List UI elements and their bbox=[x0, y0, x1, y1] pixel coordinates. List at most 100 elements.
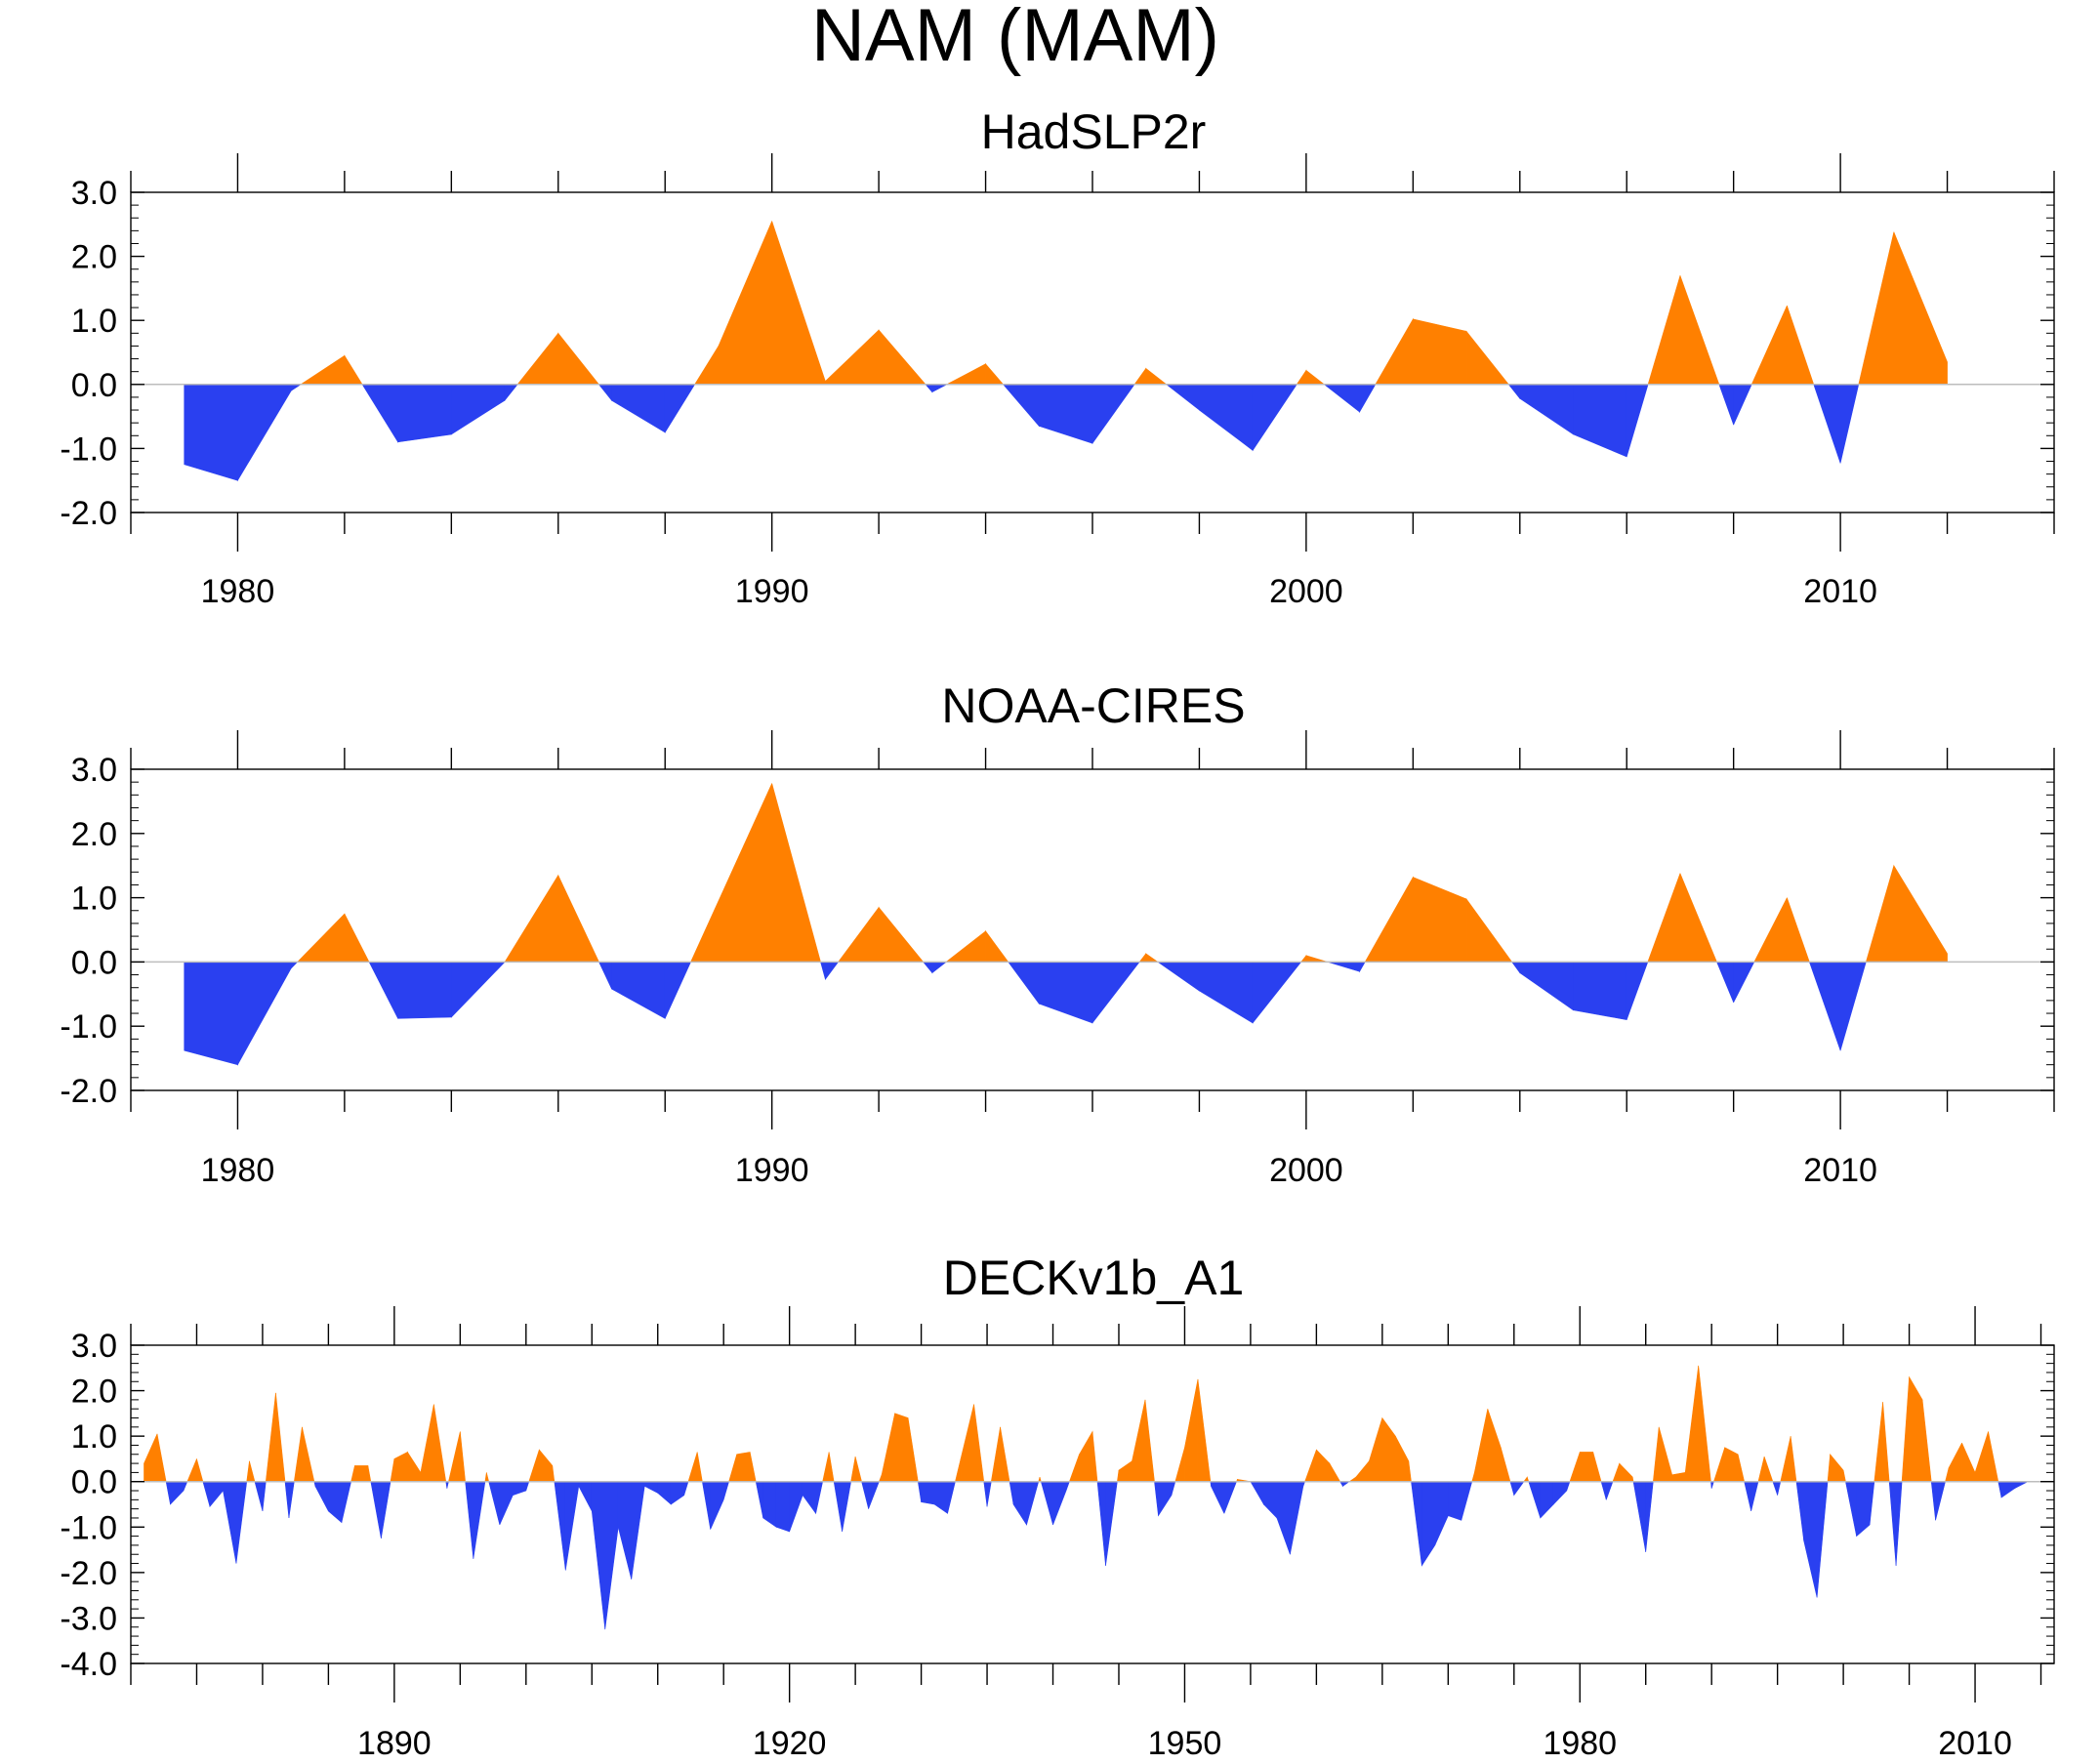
area-segment-positive bbox=[1413, 877, 1467, 963]
area-segment-positive bbox=[460, 1431, 466, 1483]
area-segment-positive bbox=[1118, 1460, 1132, 1483]
area-segment-negative bbox=[1434, 1481, 1449, 1546]
area-segment-positive bbox=[1658, 1426, 1672, 1483]
area-segment-negative bbox=[1252, 384, 1297, 452]
area-segment-negative bbox=[554, 1481, 566, 1571]
area-segment-negative bbox=[262, 1481, 267, 1512]
area-segment-positive bbox=[1612, 1462, 1621, 1483]
area-segment-positive bbox=[1945, 1467, 1950, 1483]
area-segment-negative bbox=[631, 1481, 645, 1579]
area-segment-negative bbox=[1816, 1481, 1829, 1598]
area-segment-negative bbox=[2000, 1481, 2015, 1498]
x-tick-label: 1890 bbox=[357, 1725, 432, 1762]
area-segment-negative bbox=[1845, 1481, 1857, 1537]
x-tick-label: 1980 bbox=[201, 1152, 275, 1189]
area-segment-positive bbox=[1671, 1472, 1686, 1483]
area-segment-negative bbox=[1091, 962, 1140, 1024]
y-tick-label: 0.0 bbox=[71, 1464, 117, 1501]
area-segment-negative bbox=[825, 962, 840, 981]
area-segment-positive bbox=[718, 783, 772, 963]
area-segment-positive bbox=[1763, 1456, 1774, 1483]
area-segment-negative bbox=[1750, 1481, 1759, 1512]
y-tick-label: -3.0 bbox=[60, 1600, 117, 1637]
area-segment-negative bbox=[1157, 962, 1200, 992]
x-tick-label: 1990 bbox=[735, 1152, 809, 1189]
area-segment-positive bbox=[1724, 1447, 1739, 1483]
area-segment-positive bbox=[1737, 1454, 1746, 1483]
area-segment-negative bbox=[802, 1481, 816, 1515]
area-segment-negative bbox=[381, 1481, 391, 1538]
area-segment-negative bbox=[183, 1481, 188, 1492]
area-segment-negative bbox=[789, 1481, 803, 1533]
area-segment-positive bbox=[1790, 1436, 1797, 1483]
area-segment-positive bbox=[1471, 1472, 1475, 1483]
area-segment-negative bbox=[611, 384, 666, 433]
area-segment-negative bbox=[314, 1481, 329, 1512]
area-segment-positive bbox=[1316, 1449, 1331, 1483]
area-segment-negative bbox=[1223, 1481, 1237, 1514]
area-segment-negative bbox=[1002, 384, 1040, 428]
x-tick-label: 1990 bbox=[735, 573, 809, 610]
area-segment-negative bbox=[643, 1481, 659, 1494]
area-segment-negative bbox=[983, 1481, 988, 1507]
area-segment-negative bbox=[842, 1481, 851, 1532]
area-segment-negative bbox=[861, 1481, 869, 1509]
area-segment-negative bbox=[1252, 962, 1302, 1024]
area-segment-positive bbox=[837, 906, 880, 963]
area-segment-positive bbox=[718, 221, 772, 386]
area-segment-positive bbox=[1647, 275, 1681, 386]
area-segment-positive bbox=[946, 363, 986, 386]
area-segment-positive bbox=[1679, 275, 1720, 386]
area-segment-positive bbox=[186, 1458, 197, 1483]
y-tick-label: 3.0 bbox=[71, 175, 117, 212]
area-segment-positive bbox=[1882, 1402, 1890, 1483]
area-segment-positive bbox=[1381, 1416, 1396, 1483]
area-segment-positive bbox=[1592, 1452, 1602, 1483]
area-segment-positive bbox=[955, 1458, 962, 1483]
area-segment-negative bbox=[1263, 1481, 1278, 1519]
area-segment-positive bbox=[1652, 1426, 1660, 1483]
area-segment-negative bbox=[1519, 962, 1574, 1011]
area-segment-negative bbox=[341, 1481, 351, 1523]
area-segment-negative bbox=[1930, 1481, 1936, 1521]
area-segment-negative bbox=[1158, 1481, 1173, 1517]
area-segment-positive bbox=[828, 1452, 835, 1483]
area-segment-negative bbox=[1461, 1481, 1473, 1521]
area-segment-positive bbox=[1684, 1365, 1699, 1483]
area-segment-positive bbox=[1974, 1431, 1989, 1483]
area-segment-negative bbox=[931, 384, 947, 393]
area-segment-negative bbox=[931, 962, 948, 974]
area-segment-positive bbox=[1787, 306, 1815, 386]
area-segment-negative bbox=[397, 384, 452, 443]
area-segment-positive bbox=[1500, 1447, 1511, 1483]
area-segment-positive bbox=[878, 329, 926, 386]
area-segment-negative bbox=[2014, 1481, 2029, 1490]
x-tick-label: 1980 bbox=[1543, 1725, 1617, 1762]
area-segment-negative bbox=[868, 1481, 880, 1509]
area-segment-positive bbox=[1909, 1375, 1923, 1483]
area-segment-negative bbox=[617, 1481, 633, 1579]
area-segment-positive bbox=[1305, 955, 1328, 963]
area-segment-negative bbox=[1421, 1481, 1436, 1567]
area-segment-positive bbox=[878, 906, 925, 963]
area-segment-positive bbox=[1375, 317, 1414, 386]
area-segment-positive bbox=[196, 1458, 204, 1483]
area-segment-positive bbox=[960, 1404, 974, 1483]
area-segment-positive bbox=[1780, 1436, 1791, 1483]
area-segment-negative bbox=[184, 384, 238, 481]
y-tick-label: 1.0 bbox=[71, 881, 117, 918]
area-segment-negative bbox=[1065, 1481, 1070, 1492]
area-segment-positive bbox=[448, 1431, 461, 1483]
area-segment-negative bbox=[1411, 1481, 1422, 1566]
area-segment-negative bbox=[1448, 1481, 1462, 1521]
area-segment-negative bbox=[1895, 1481, 1903, 1566]
area-segment-negative bbox=[1888, 1481, 1897, 1566]
x-tick-label: 2010 bbox=[1803, 1152, 1877, 1189]
x-tick-label: 1920 bbox=[753, 1725, 827, 1762]
area-segment-negative bbox=[1528, 1481, 1542, 1519]
area-segment-negative bbox=[361, 384, 398, 443]
area-segment-positive bbox=[344, 354, 363, 386]
panel-deckv1b-a1: DECKv1b_A1 3.0 2.0 1.0 0.0 -1.0 -2.0 -3.0 -4.0 1… bbox=[60, 1251, 2055, 1762]
area-segment-positive bbox=[1579, 1452, 1594, 1483]
area-segment-positive bbox=[1304, 1450, 1317, 1483]
